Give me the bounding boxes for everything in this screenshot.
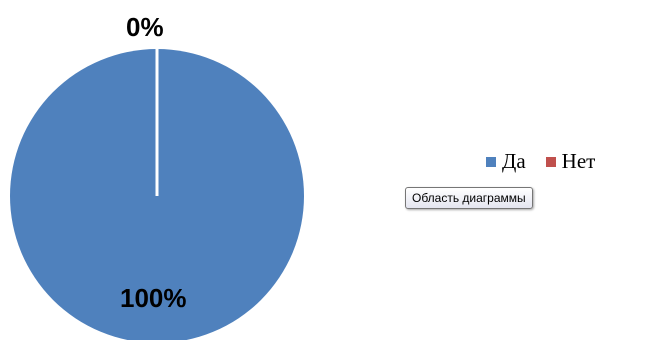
chart-area-tooltip: Область диаграммы [405, 187, 533, 209]
data-label-yes: 100% [120, 283, 187, 313]
legend-entry-no[interactable]: Нет [545, 149, 596, 174]
legend-entry-yes[interactable]: Да [486, 149, 526, 174]
legend-swatch-no [545, 156, 556, 167]
legend[interactable]: Да Нет [486, 149, 595, 174]
legend-swatch-yes [486, 156, 496, 167]
data-label-no: 0% [126, 12, 164, 42]
legend-label-no: Нет [561, 149, 596, 173]
legend-label-yes: Да [502, 149, 526, 173]
